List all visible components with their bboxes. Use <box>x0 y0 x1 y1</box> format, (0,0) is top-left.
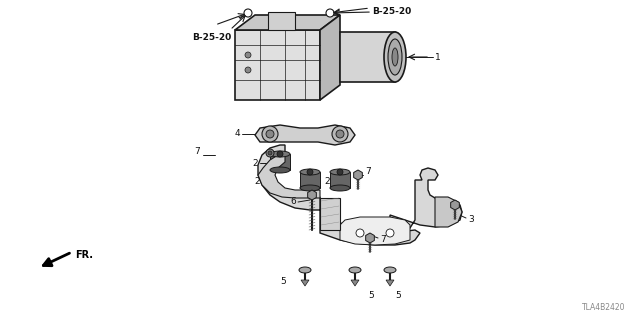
Text: 7: 7 <box>195 148 200 156</box>
Circle shape <box>277 151 283 157</box>
Ellipse shape <box>330 169 350 175</box>
Text: 2: 2 <box>254 178 260 187</box>
Polygon shape <box>386 280 394 286</box>
Ellipse shape <box>270 167 290 173</box>
Ellipse shape <box>300 169 320 175</box>
Ellipse shape <box>384 32 406 82</box>
Text: 2: 2 <box>252 158 258 167</box>
Text: 1: 1 <box>435 52 441 61</box>
Circle shape <box>307 169 313 175</box>
Circle shape <box>356 229 364 237</box>
Text: FR.: FR. <box>75 250 93 260</box>
Text: B-25-20: B-25-20 <box>192 33 231 42</box>
Polygon shape <box>330 172 350 188</box>
Text: 6: 6 <box>291 197 296 206</box>
Circle shape <box>266 130 274 138</box>
Text: B-25-20: B-25-20 <box>372 7 412 17</box>
Text: 7: 7 <box>380 236 386 244</box>
Polygon shape <box>300 172 320 188</box>
Circle shape <box>266 149 274 157</box>
Circle shape <box>332 126 348 142</box>
Polygon shape <box>340 217 410 245</box>
Polygon shape <box>308 190 316 200</box>
Text: 7: 7 <box>365 167 371 177</box>
Text: 4: 4 <box>234 130 240 139</box>
Circle shape <box>245 52 251 58</box>
Polygon shape <box>301 280 309 286</box>
Text: 2: 2 <box>324 178 330 187</box>
Ellipse shape <box>392 48 398 66</box>
Ellipse shape <box>270 151 290 157</box>
Circle shape <box>262 126 278 142</box>
Circle shape <box>244 9 252 17</box>
Ellipse shape <box>384 267 396 273</box>
Polygon shape <box>320 198 340 230</box>
Polygon shape <box>340 32 395 82</box>
Ellipse shape <box>299 267 311 273</box>
Text: TLA4B2420: TLA4B2420 <box>582 303 625 312</box>
Polygon shape <box>435 197 462 227</box>
Polygon shape <box>365 233 374 243</box>
Text: 5: 5 <box>368 292 374 300</box>
Text: 5: 5 <box>280 277 286 286</box>
Polygon shape <box>268 12 295 30</box>
Polygon shape <box>235 15 340 30</box>
Circle shape <box>326 9 334 17</box>
Ellipse shape <box>349 267 361 273</box>
Polygon shape <box>451 200 460 210</box>
Circle shape <box>268 151 272 155</box>
Polygon shape <box>258 155 320 198</box>
Polygon shape <box>235 30 320 100</box>
Circle shape <box>337 169 343 175</box>
Ellipse shape <box>388 39 402 75</box>
Ellipse shape <box>330 185 350 191</box>
Polygon shape <box>255 125 355 145</box>
Polygon shape <box>270 154 290 170</box>
Circle shape <box>386 229 394 237</box>
Circle shape <box>336 130 344 138</box>
Polygon shape <box>320 15 340 100</box>
Text: 5: 5 <box>395 292 401 300</box>
Polygon shape <box>354 170 362 180</box>
Text: 3: 3 <box>468 215 474 225</box>
Ellipse shape <box>300 185 320 191</box>
Polygon shape <box>258 145 462 245</box>
Polygon shape <box>351 280 359 286</box>
Circle shape <box>245 67 251 73</box>
